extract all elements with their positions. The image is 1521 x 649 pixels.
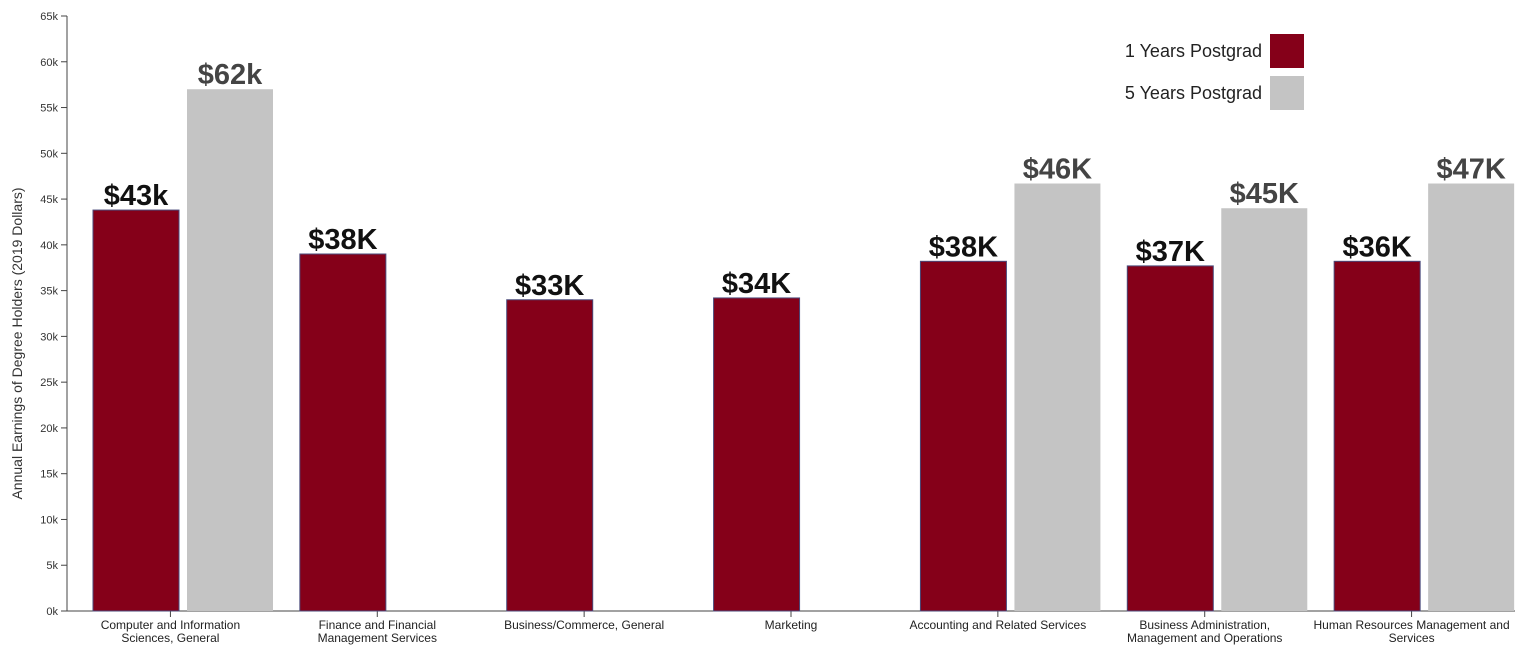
y-axis-title: Annual Earnings of Degree Holders (2019 … — [9, 187, 25, 499]
bar-1yr — [92, 209, 180, 612]
y-tick-label: 40k — [40, 240, 58, 252]
bar-5yr — [1014, 183, 1101, 611]
y-axis: 0k 5k 10k 15k 20k 25k 30k 35k 40k 45k 50k 55k 60k 65k — [40, 11, 68, 618]
bar-5yr — [1428, 183, 1515, 611]
legend-swatch — [1270, 34, 1304, 68]
legend: 1 Years Postgrad 5 Years Postgrad — [1125, 34, 1304, 110]
y-tick-label: 65k — [40, 11, 58, 23]
legend-swatch — [1270, 76, 1304, 110]
x-axis: Computer and Information Sciences, Genera… — [67, 610, 1515, 645]
data-label: $38K — [308, 224, 377, 256]
data-label: $43k — [104, 180, 169, 212]
data-label: $46K — [1023, 154, 1092, 186]
y-tick-label: 15k — [40, 469, 58, 481]
data-label: $47K — [1436, 154, 1505, 186]
data-label: $34K — [722, 268, 791, 300]
x-tick-label: Accounting and Related Services — [909, 618, 1086, 632]
y-tick-label: 0k — [46, 606, 58, 618]
bar-1yr — [299, 253, 387, 612]
x-tick-label: Marketing — [765, 618, 818, 632]
data-label: $37K — [1136, 236, 1205, 268]
bar-5yr — [187, 89, 273, 611]
legend-label: 5 Years Postgrad — [1125, 83, 1262, 103]
data-label: $38K — [929, 231, 998, 263]
y-tick-label: 25k — [40, 377, 58, 389]
bar-1yr — [919, 260, 1007, 612]
data-label: $36K — [1342, 231, 1411, 263]
bar-5yr — [1221, 208, 1308, 611]
x-tick-label: Human Resources Management and Services — [1314, 618, 1510, 645]
data-label: $33K — [515, 270, 584, 302]
x-tick-label: Finance and Financial Management Services — [318, 618, 437, 645]
bar-1yr — [506, 299, 594, 612]
legend-label: 1 Years Postgrad — [1125, 41, 1262, 61]
y-tick-label: 35k — [40, 286, 58, 298]
x-tick-label: Computer and Information Sciences, Genera… — [101, 618, 240, 645]
bars — [92, 89, 1515, 612]
y-tick-label: 50k — [40, 148, 58, 160]
y-tick-label: 5k — [46, 560, 58, 572]
y-tick-label: 20k — [40, 423, 58, 435]
x-tick-label: Business/Commerce, General — [504, 618, 664, 632]
y-tick-label: 60k — [40, 57, 58, 69]
data-label: $62k — [198, 59, 263, 91]
y-tick-label: 30k — [40, 331, 58, 343]
bar-1yr — [1126, 265, 1214, 612]
y-tick-label: 45k — [40, 194, 58, 206]
bar-1yr — [1333, 260, 1421, 612]
y-tick-label: 10k — [40, 514, 58, 526]
y-tick-label: 55k — [40, 103, 58, 115]
data-labels: $43k $62k $38K $33K $34K $38K $46K $37K $45K $36K… — [104, 59, 1506, 302]
bar-1yr — [713, 297, 801, 612]
data-label: $45K — [1230, 178, 1299, 210]
x-tick-label: Business Administration, Management and O… — [1127, 618, 1282, 645]
